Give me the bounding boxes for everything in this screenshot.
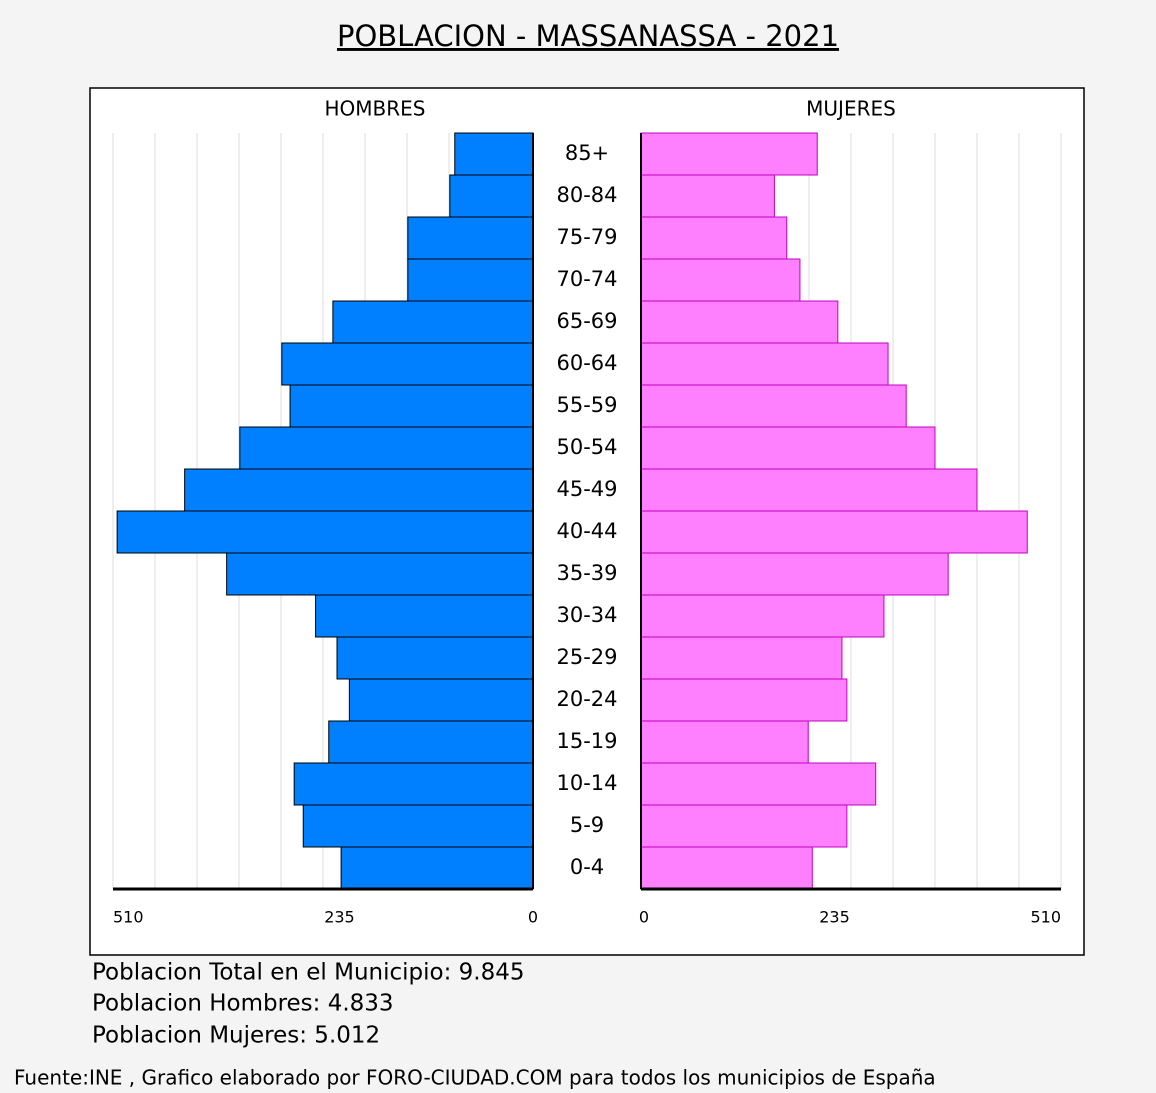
bar <box>640 426 936 470</box>
bar <box>640 300 839 344</box>
category-label: 5-9 <box>570 813 604 837</box>
bar <box>449 174 534 218</box>
bar <box>640 552 949 596</box>
category-label: 0-4 <box>570 855 604 879</box>
category-label: 25-29 <box>556 645 617 669</box>
category-label: 70-74 <box>556 267 617 291</box>
note: Poblacion Hombres: 4.833 <box>92 991 394 1017</box>
bar <box>640 468 978 512</box>
x-tick-label: 0 <box>528 908 538 927</box>
category-label: 85+ <box>565 141 609 165</box>
bar <box>640 132 818 176</box>
note: Poblacion Mujeres: 5.012 <box>92 1023 380 1049</box>
category-label: 50-54 <box>556 435 617 459</box>
bar <box>407 258 534 302</box>
category-label: 55-59 <box>556 393 617 417</box>
legend-entry: HOMBRES <box>325 97 426 121</box>
category-label: 40-44 <box>556 519 617 543</box>
category-label: 30-34 <box>556 603 617 627</box>
bar <box>336 636 534 680</box>
bar <box>332 300 534 344</box>
x-tick-label: 235 <box>324 908 355 927</box>
bar <box>640 762 877 806</box>
x-tick-label: 510 <box>1030 908 1061 927</box>
bar <box>407 216 534 260</box>
bar <box>640 342 889 386</box>
bar <box>640 216 788 260</box>
x-tick-label: 235 <box>819 908 850 927</box>
category-label: 80-84 <box>556 183 617 207</box>
bar <box>340 846 534 890</box>
bar <box>640 384 907 428</box>
bar <box>454 132 534 176</box>
legend-entry: MUJERES <box>806 97 896 121</box>
bar <box>640 510 1028 554</box>
bar <box>640 720 809 764</box>
bar <box>640 804 848 848</box>
source: Fuente:INE , Grafico elaborado por FORO-… <box>14 1066 936 1090</box>
category-label: 60-64 <box>556 351 617 375</box>
bar <box>640 258 801 302</box>
bar <box>328 720 534 764</box>
note: Poblacion Total en el Municipio: 9.845 <box>92 960 525 986</box>
bar <box>293 762 534 806</box>
bar <box>302 804 534 848</box>
bar <box>640 594 885 638</box>
category-label: 45-49 <box>556 477 617 501</box>
bar <box>640 636 843 680</box>
category-label: 75-79 <box>556 225 617 249</box>
bar <box>226 552 534 596</box>
bar <box>184 468 534 512</box>
bar <box>640 678 848 722</box>
bar <box>315 594 534 638</box>
bar <box>116 510 534 554</box>
category-label: 35-39 <box>556 561 617 585</box>
x-tick-label: 510 <box>113 908 144 927</box>
x-tick-label: 0 <box>639 908 649 927</box>
chart-title: POBLACION - MASSANASSA - 2021 <box>337 19 839 53</box>
bar <box>289 384 534 428</box>
category-label: 10-14 <box>556 771 617 795</box>
bar <box>640 846 813 890</box>
bar <box>281 342 534 386</box>
category-label: 20-24 <box>556 687 617 711</box>
bar <box>348 678 534 722</box>
category-label: 15-19 <box>556 729 617 753</box>
bar <box>239 426 534 470</box>
bar <box>640 174 775 218</box>
category-label: 65-69 <box>556 309 617 333</box>
